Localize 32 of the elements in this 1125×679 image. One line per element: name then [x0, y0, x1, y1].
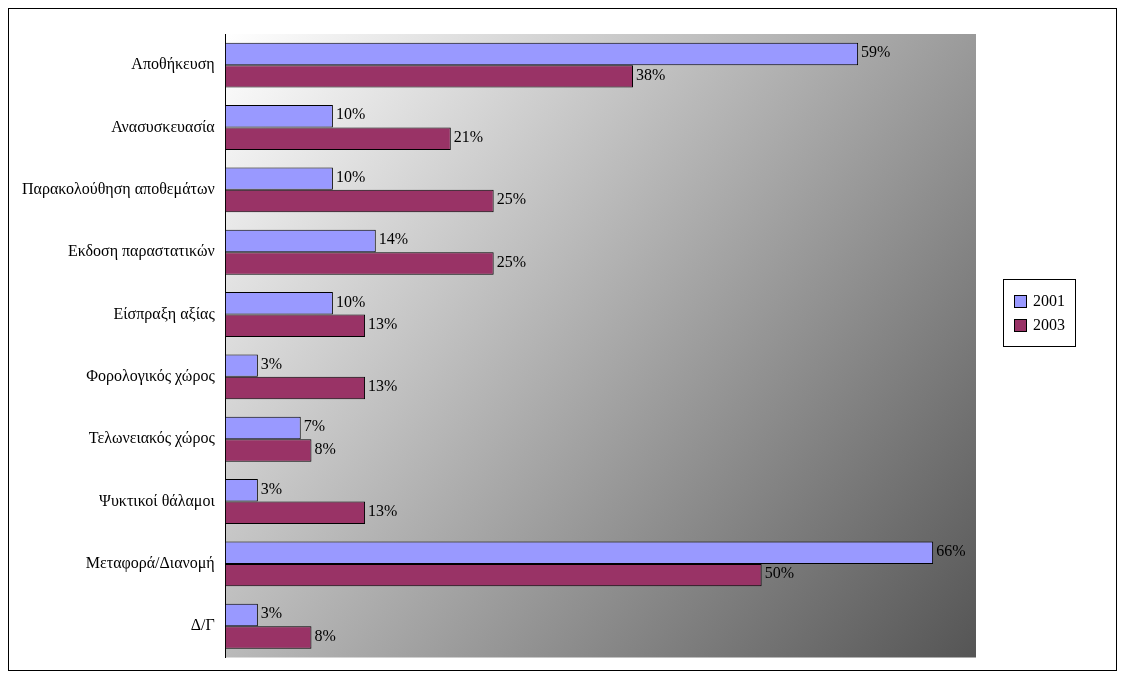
y-tick-label: Μεταφορά/Διανομή — [85, 554, 215, 573]
data-label: 14% — [378, 230, 409, 248]
y-tick-label: Παρακολούθηση αποθεμάτων — [22, 180, 215, 199]
y-tick-label: Ανασυσκευασία — [111, 117, 216, 135]
data-label: 13% — [368, 377, 398, 395]
data-label: 38% — [636, 65, 666, 83]
data-label: 3% — [260, 479, 283, 497]
text: 2003 — [1033, 316, 1065, 334]
data-label: 8% — [314, 439, 336, 457]
data-label: 7% — [303, 417, 326, 435]
data-label: 3% — [260, 354, 283, 372]
data-label: 50% — [764, 564, 794, 582]
legend-label: 2001 — [1033, 292, 1065, 310]
y-tick-label: Φορολογικός χώρος — [86, 367, 216, 386]
data-label: 21% — [453, 127, 484, 145]
data-label: 10% — [335, 105, 366, 123]
data-label: 10% — [335, 167, 366, 185]
data-label: 13% — [368, 501, 398, 519]
data-label: 25% — [496, 190, 526, 208]
y-tick-label: Εκδοση παραστατικών — [68, 242, 215, 261]
data-label: 8% — [314, 626, 336, 644]
y-tick-label: Δ/Γ — [190, 616, 215, 634]
data-label: 13% — [368, 314, 398, 332]
data-label: 25% — [496, 252, 526, 270]
y-tick-label: Τελωνειακός χώρος — [88, 429, 216, 448]
y-tick-label: Αποθήκευση — [131, 55, 215, 74]
data-label: 59% — [861, 43, 891, 61]
data-label: 66% — [936, 541, 966, 559]
data-label: 10% — [335, 292, 366, 310]
data-label: 3% — [260, 604, 283, 622]
y-tick-label: Ψυκτικοί θάλαμοι — [99, 491, 216, 510]
y-tick-label: Είσπραξη αξίας — [113, 304, 216, 323]
